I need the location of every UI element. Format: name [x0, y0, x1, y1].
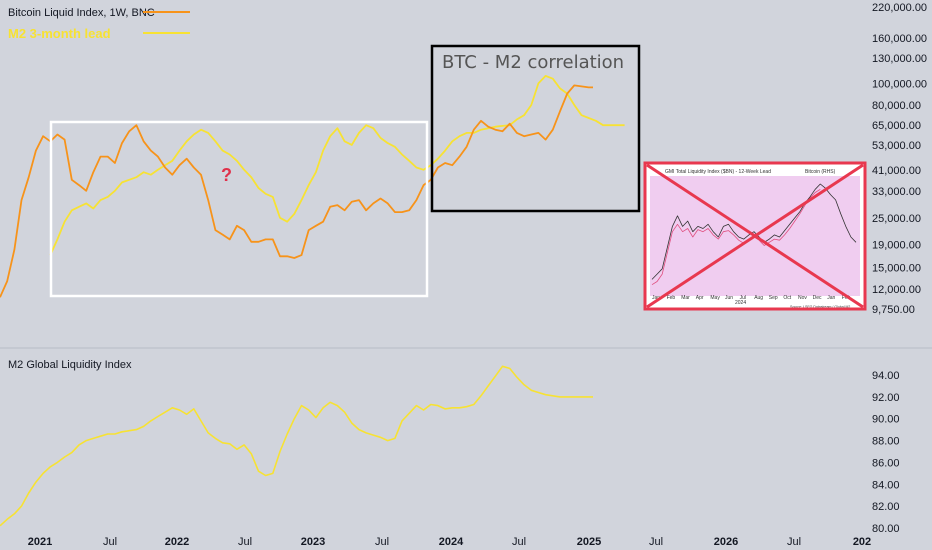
inset-month-label: Apr — [696, 295, 704, 301]
inset-month-label: Feb — [667, 295, 676, 301]
inset-month-label: Nov — [798, 295, 807, 301]
inset-month-label: Feb — [842, 295, 851, 301]
time-axis-label: 2023 — [301, 536, 325, 548]
red-x-stroke-2 — [646, 163, 864, 309]
inset-year-label: 2024 — [735, 300, 746, 306]
lower-y-tick-label: 86.00 — [872, 457, 900, 469]
inset-title: GMI Total Liquidity Index ($BN) - 12-Wee… — [665, 169, 771, 175]
upper-y-tick-label: 41,000.00 — [872, 165, 921, 177]
lower-y-tick-label: 84.00 — [872, 479, 900, 491]
inset-month-label: Mar — [681, 295, 690, 301]
upper-y-tick-label: 9,750.00 — [872, 304, 915, 316]
time-axis-label: Jul — [238, 536, 252, 548]
time-axis-label: Jul — [649, 536, 663, 548]
inset-source: Source: LSEG Datastream / Global M2 — [790, 305, 850, 309]
upper-y-tick-label: 12,000.00 — [872, 284, 921, 296]
legend-series2-label: M2 3-month lead — [8, 26, 111, 41]
time-axis-label: 202 — [853, 536, 871, 548]
upper-y-tick-label: 130,000.00 — [872, 53, 927, 65]
time-axis-label: 2021 — [28, 536, 52, 548]
upper-y-tick-label: 53,000.00 — [872, 140, 921, 152]
upper-y-tick-label: 220,000.00 — [872, 2, 927, 14]
time-axis-label: 2024 — [439, 536, 464, 548]
inset-month-label: Aug — [754, 295, 763, 301]
upper-y-tick-label: 33,000.00 — [872, 186, 921, 198]
upper-y-tick-label: 80,000.00 — [872, 100, 921, 112]
series-line-m2-lead — [49, 75, 625, 256]
time-axis-label: Jul — [512, 536, 526, 548]
inset-month-label: Jul — [740, 295, 746, 301]
lower-y-tick-label: 88.00 — [872, 436, 900, 448]
lower-y-tick-label: 90.00 — [872, 414, 900, 426]
legend-series1-label: Bitcoin Liquid Index, 1W, BNC — [8, 7, 155, 19]
inset-month-label: May — [710, 295, 720, 301]
upper-plot-lines — [0, 75, 625, 298]
inset-lines — [651, 183, 857, 286]
series-line-bitcoin — [0, 84, 593, 298]
series-line-m2-global-liquidity — [0, 365, 593, 527]
upper-y-tick-label: 25,000.00 — [872, 213, 921, 225]
upper-y-tick-label: 100,000.00 — [872, 78, 927, 90]
inset-month-labels: Jan Feb Mar Apr May Jun Jul Aug Sep Oct Nov Dec Jan F… — [652, 295, 851, 301]
inset-month-label: Jun — [725, 295, 733, 301]
inset-month-label: Oct — [783, 295, 791, 301]
time-axis-label: Jul — [375, 536, 389, 548]
time-axis[interactable]: 2021 Jul 2022 Jul 2023 Jul 2024 Jul 2025 Jul 2026 J… — [28, 536, 871, 548]
lower-y-tick-label: 80.00 — [872, 523, 900, 535]
lower-plot-lines — [0, 365, 593, 527]
inset-red-border — [643, 161, 867, 311]
upper-y-tick-label: 65,000.00 — [872, 120, 921, 132]
time-axis-label: Jul — [103, 536, 117, 548]
upper-y-tick-label: 160,000.00 — [872, 33, 927, 45]
time-axis-label: Jul — [787, 536, 801, 548]
correlation-title: BTC - M2 correlation — [442, 52, 624, 73]
upper-y-axis[interactable]: 220,000.00 160,000.00 130,000.00 100,000.00… — [872, 2, 927, 316]
highlight-box-white — [49, 120, 429, 298]
lower-y-tick-label: 94.00 — [872, 370, 900, 382]
upper-y-tick-label: 15,000.00 — [872, 262, 921, 274]
time-axis-label: 2025 — [577, 536, 601, 548]
time-axis-label: 2026 — [714, 536, 738, 548]
inset-month-label: Jan — [652, 295, 660, 301]
inset-line-liquidity — [651, 183, 857, 280]
lower-y-tick-label: 82.00 — [872, 501, 900, 513]
lower-pane-title: M2 Global Liquidity Index — [8, 359, 132, 371]
inset-line-bitcoin — [651, 188, 821, 286]
inset-chart-image: GMI Total Liquidity Index ($BN) - 12-Wee… — [643, 161, 867, 311]
time-axis-label: 2022 — [165, 536, 189, 548]
inset-month-label: Dec — [813, 295, 822, 301]
inset-month-label: Sep — [769, 295, 778, 301]
lower-y-tick-label: 92.00 — [872, 392, 900, 404]
correlation-box — [430, 44, 641, 213]
inset-legend-btc: Bitcoin (RHS) — [805, 169, 836, 175]
inset-month-label: Jan — [827, 295, 835, 301]
upper-y-tick-label: 19,000.00 — [872, 239, 921, 251]
lower-y-axis[interactable]: 94.00 92.00 90.00 88.00 86.00 84.00 82.00 80.00 — [872, 370, 900, 535]
question-mark-annotation: ? — [221, 165, 232, 185]
